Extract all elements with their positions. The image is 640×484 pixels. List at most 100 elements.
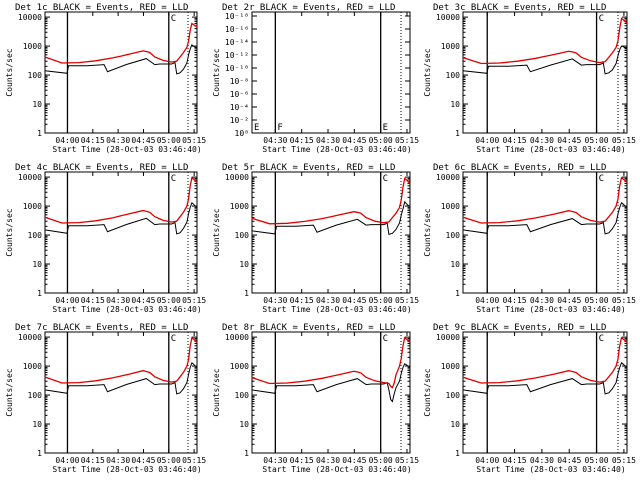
plot-frame bbox=[462, 331, 628, 454]
plot-frame bbox=[44, 11, 198, 134]
series-line-lld bbox=[44, 22, 198, 64]
series-line-events bbox=[462, 45, 628, 75]
y-tick-label: 1000 bbox=[23, 42, 42, 51]
y-tick-label: 10⁻⁶ bbox=[230, 90, 249, 99]
x-tick-label: 04:45 bbox=[342, 296, 366, 305]
x-tick-label: 04:45 bbox=[131, 136, 155, 145]
panel-title: Det 3c BLACK = Events, RED = LLD bbox=[433, 3, 606, 13]
y-tick-label: 10000 bbox=[225, 333, 249, 342]
y-tick-label: 10000 bbox=[436, 173, 460, 182]
panel-title: Det 1c BLACK = Events, RED = LLD bbox=[15, 3, 188, 13]
x-tick-label: 04:15 bbox=[503, 296, 527, 305]
series-line-events bbox=[44, 201, 198, 235]
x-axis-label: Start Time (28-Oct-03 03:46:40) bbox=[476, 465, 625, 474]
panel-det-8: Det 8r BLACK = Events, RED = LLD Counts/s… bbox=[212, 323, 419, 474]
x-tick-label: 05:15 bbox=[395, 136, 419, 145]
y-tick-label: 10⁰ bbox=[235, 129, 249, 138]
y-axis-label: Counts/sec bbox=[212, 48, 221, 96]
y-tick-label: 10⁻² bbox=[230, 116, 249, 125]
panel-title: Det 2r BLACK = Events, RED = LLD bbox=[222, 3, 395, 13]
y-tick-label: 10⁻⁴ bbox=[230, 103, 249, 112]
x-tick-label: 04:45 bbox=[131, 296, 155, 305]
panel-det-6: Det 6c BLACK = Events, RED = LLD Counts/s… bbox=[423, 163, 636, 314]
x-tick-label: 05:00 bbox=[585, 136, 609, 145]
y-tick-label: 1000 bbox=[23, 202, 42, 211]
x-axis-label: Start Time (28-Oct-03 03:46:40) bbox=[52, 145, 201, 154]
y-tick-label: 100 bbox=[235, 391, 250, 400]
panel-det-2: Det 2r BLACK = Events, RED = LLD Counts/s… bbox=[212, 3, 419, 154]
y-tick-label: 10000 bbox=[18, 13, 42, 22]
y-axis-label: Counts/sec bbox=[5, 48, 14, 96]
y-tick-label: 100 bbox=[28, 71, 43, 80]
y-tick-label: 1 bbox=[455, 129, 460, 138]
y-tick-label: 10000 bbox=[18, 333, 42, 342]
x-tick-label: 05:00 bbox=[585, 456, 609, 465]
marker-letter: C bbox=[599, 174, 604, 184]
y-axis-label: Counts/sec bbox=[5, 368, 14, 416]
y-tick-label: 10 bbox=[450, 260, 460, 269]
x-tick-label: 04:00 bbox=[55, 296, 79, 305]
x-axis-label: Start Time (28-Oct-03 03:46:40) bbox=[262, 465, 411, 474]
x-tick-label: 04:15 bbox=[81, 136, 105, 145]
y-tick-label: 10⁻¹⁶ bbox=[225, 25, 249, 34]
panel-det-4: Det 4c BLACK = Events, RED = LLD Counts/s… bbox=[5, 163, 206, 314]
x-axis-label: Start Time (28-Oct-03 03:46:40) bbox=[52, 305, 201, 314]
x-tick-label: 04:00 bbox=[55, 456, 79, 465]
y-tick-label: 100 bbox=[28, 231, 43, 240]
y-tick-label: 10 bbox=[450, 420, 460, 429]
x-axis-label: Start Time (28-Oct-03 03:46:40) bbox=[262, 145, 411, 154]
marker-letter: C bbox=[383, 174, 388, 184]
panel-title: Det 4c BLACK = Events, RED = LLD bbox=[15, 163, 188, 173]
marker-letter: C bbox=[171, 334, 176, 344]
x-tick-label: 05:15 bbox=[395, 456, 419, 465]
y-axis-label: Counts/sec bbox=[212, 208, 221, 256]
x-tick-label: 04:00 bbox=[475, 456, 499, 465]
x-tick-label: 05:15 bbox=[182, 296, 206, 305]
y-axis-label: Counts/sec bbox=[423, 368, 432, 416]
y-tick-label: 10000 bbox=[225, 173, 249, 182]
y-tick-label: 1 bbox=[37, 129, 42, 138]
x-tick-label: 05:15 bbox=[612, 456, 636, 465]
x-tick-label: 04:45 bbox=[342, 456, 366, 465]
panel-det-1: Det 1c BLACK = Events, RED = LLD Counts/s… bbox=[5, 3, 206, 154]
y-tick-label: 1 bbox=[455, 289, 460, 298]
y-tick-label: 1000 bbox=[441, 362, 460, 371]
x-tick-label: 04:15 bbox=[503, 456, 527, 465]
x-tick-label: 04:30 bbox=[316, 296, 340, 305]
y-tick-label: 10 bbox=[32, 260, 42, 269]
x-tick-label: 04:45 bbox=[131, 456, 155, 465]
x-tick-label: 04:15 bbox=[290, 296, 314, 305]
panel-title: Det 6c BLACK = Events, RED = LLD bbox=[433, 163, 606, 173]
series-line-events bbox=[462, 361, 628, 395]
x-tick-label: 04:15 bbox=[503, 136, 527, 145]
marker-letter: C bbox=[171, 14, 176, 24]
marker-letter: E bbox=[383, 123, 388, 133]
y-tick-label: 1000 bbox=[230, 202, 249, 211]
y-tick-label: 10⁻⁸ bbox=[230, 77, 249, 86]
plot-frame bbox=[462, 11, 628, 134]
x-tick-label: 04:15 bbox=[81, 296, 105, 305]
y-tick-label: 10 bbox=[239, 260, 249, 269]
y-tick-label: 10 bbox=[450, 100, 460, 109]
x-axis-label: Start Time (28-Oct-03 03:46:40) bbox=[476, 305, 625, 314]
y-tick-label: 10000 bbox=[436, 13, 460, 22]
x-tick-label: 04:30 bbox=[316, 456, 340, 465]
x-tick-label: 04:00 bbox=[55, 136, 79, 145]
y-tick-label: 1 bbox=[244, 449, 249, 458]
series-line-lld bbox=[251, 177, 411, 225]
x-tick-label: 05:00 bbox=[585, 296, 609, 305]
x-tick-label: 04:30 bbox=[530, 296, 554, 305]
panel-det-5: Det 5r BLACK = Events, RED = LLD Counts/s… bbox=[212, 163, 419, 314]
panel-title: Det 9c BLACK = Events, RED = LLD bbox=[433, 323, 606, 333]
y-tick-label: 1000 bbox=[441, 42, 460, 51]
x-tick-label: 04:45 bbox=[557, 296, 581, 305]
y-tick-label: 10 bbox=[239, 420, 249, 429]
y-tick-label: 10 bbox=[32, 100, 42, 109]
x-tick-label: 04:30 bbox=[263, 456, 287, 465]
x-tick-label: 05:00 bbox=[157, 456, 181, 465]
x-tick-label: 04:45 bbox=[557, 136, 581, 145]
y-tick-label: 1 bbox=[455, 449, 460, 458]
x-tick-label: 05:15 bbox=[612, 296, 636, 305]
series-line-events bbox=[44, 361, 198, 395]
